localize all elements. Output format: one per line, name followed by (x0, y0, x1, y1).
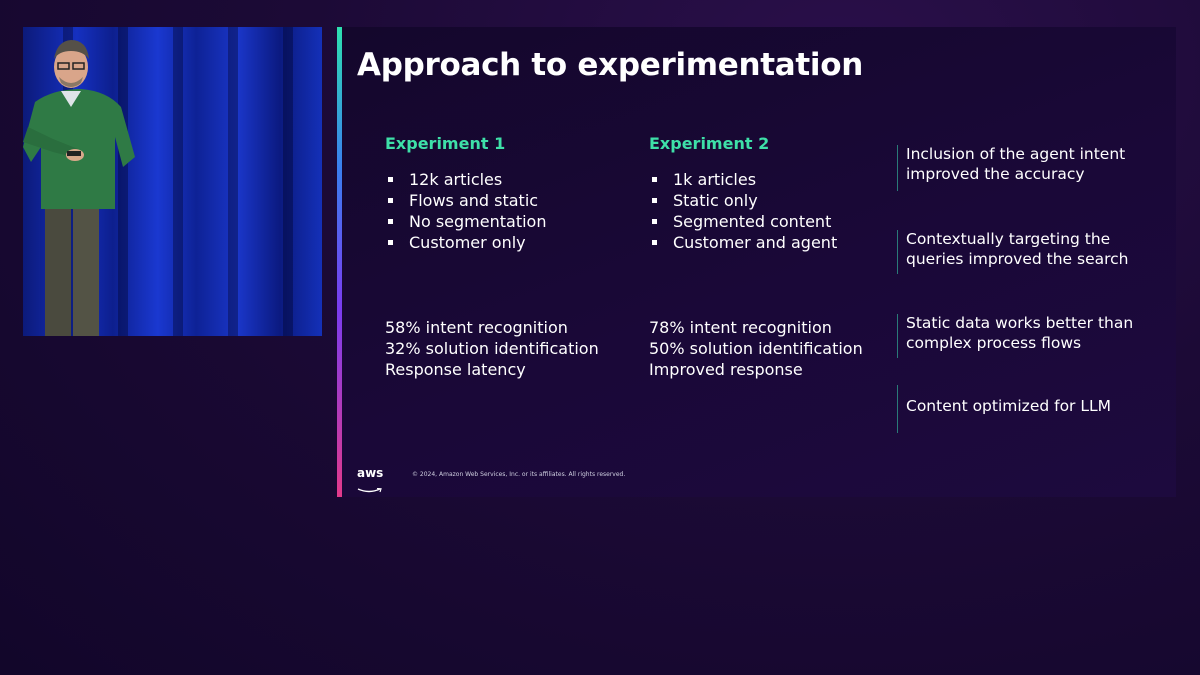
speaker-video (23, 27, 322, 336)
experiment-bullet-list: 1k articles Static only Segmented conten… (649, 169, 899, 253)
aws-logo-text: aws (357, 466, 384, 480)
bullet-item: 12k articles (385, 169, 635, 190)
experiment-heading: Experiment 2 (649, 134, 770, 153)
experiment-bullet-list: 12k articles Flows and static No segment… (385, 169, 635, 253)
copyright-footer: © 2024, Amazon Web Services, Inc. or its… (412, 471, 626, 478)
bullet-item: Flows and static (385, 190, 635, 211)
result-line: 78% intent recognition (649, 318, 832, 337)
insight-item: Contextually targeting the queries impro… (897, 230, 1166, 274)
result-line: 32% solution identification (385, 339, 599, 358)
insight-item: Static data works better than complex pr… (897, 314, 1166, 358)
bullet-item: Static only (649, 190, 899, 211)
slide-accent-bar (337, 27, 342, 497)
experiment-1-results: 58% intent recognition 32% solution iden… (385, 317, 635, 380)
aws-smile-icon (357, 487, 382, 493)
result-line: Improved response (649, 360, 803, 379)
presenter-figure (23, 40, 135, 336)
result-line: Response latency (385, 360, 526, 379)
experiment-2-results: 78% intent recognition 50% solution iden… (649, 317, 899, 380)
aws-logo: aws (357, 467, 383, 498)
result-line: 58% intent recognition (385, 318, 568, 337)
bullet-item: 1k articles (649, 169, 899, 190)
experiment-heading: Experiment 1 (385, 134, 506, 153)
bullet-item: Customer and agent (649, 232, 899, 253)
bullet-item: Segmented content (649, 211, 899, 232)
result-line: 50% solution identification (649, 339, 863, 358)
insight-item: Inclusion of the agent intent improved t… (897, 145, 1166, 191)
experiment-1-column: Experiment 1 12k articles Flows and stat… (385, 134, 635, 253)
presentation-slide: Approach to experimentation Experiment 1… (337, 27, 1176, 497)
bullet-item: No segmentation (385, 211, 635, 232)
experiment-2-column: Experiment 2 1k articles Static only Seg… (649, 134, 899, 253)
slide-title: Approach to experimentation (357, 47, 864, 83)
insight-item: Content optimized for LLM (897, 385, 1157, 433)
bullet-item: Customer only (385, 232, 635, 253)
